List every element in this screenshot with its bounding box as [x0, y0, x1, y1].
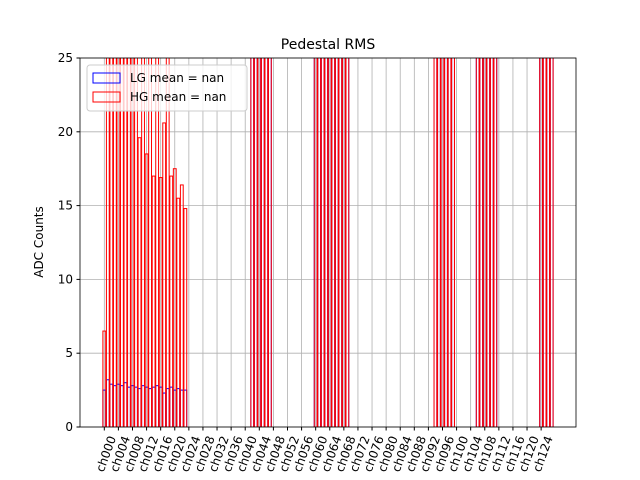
- legend-label: LG mean = nan: [130, 71, 224, 85]
- legend-label: HG mean = nan: [130, 90, 226, 104]
- legend: LG mean = nan HG mean = nan: [86, 64, 248, 112]
- bar: [144, 153, 149, 427]
- legend-frame: [86, 64, 248, 112]
- y-tick-label: 10: [58, 272, 73, 286]
- bar: [102, 330, 107, 427]
- bar: [176, 197, 181, 427]
- y-tick-label: 25: [58, 51, 73, 65]
- bar: [179, 184, 184, 427]
- legend-swatch: [92, 72, 121, 84]
- bar: [151, 175, 156, 427]
- bar: [183, 208, 188, 427]
- y-tick-label: 0: [65, 420, 73, 434]
- bar: [158, 177, 163, 427]
- plot-frame: [79, 57, 577, 428]
- legend-swatch: [92, 91, 121, 103]
- y-tick-label: 20: [58, 125, 73, 139]
- y-tick-label: 5: [65, 346, 73, 360]
- chart-title: Pedestal RMS: [281, 37, 376, 53]
- y-axis-label: ADC Counts: [32, 206, 46, 278]
- bar: [162, 122, 167, 427]
- bar: [169, 175, 174, 427]
- y-tick-label: 15: [58, 199, 73, 213]
